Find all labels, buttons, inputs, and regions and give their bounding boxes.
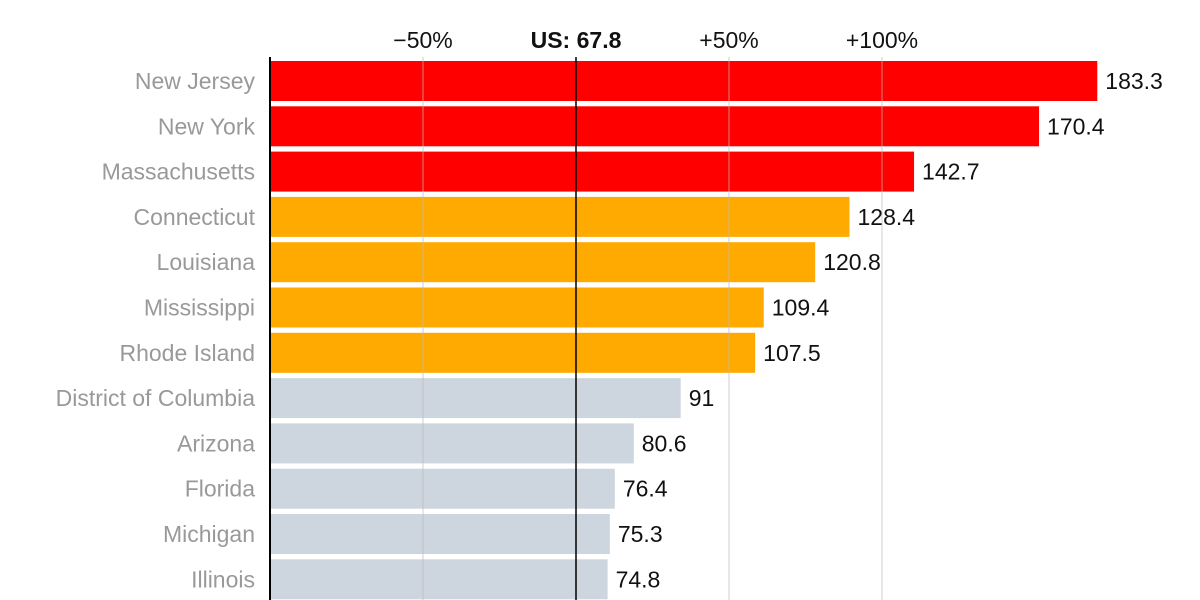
value-label: 91 <box>689 385 715 411</box>
category-label: Florida <box>185 476 256 502</box>
category-label: Mississippi <box>144 295 255 321</box>
category-label: New York <box>158 113 256 139</box>
bar <box>270 106 1040 147</box>
value-label: 109.4 <box>772 295 830 321</box>
bar <box>270 468 615 509</box>
value-label: 120.8 <box>823 249 881 275</box>
tick-label: +50% <box>699 27 758 53</box>
category-label: Illinois <box>191 566 255 592</box>
bar <box>270 423 634 464</box>
value-label: 183.3 <box>1105 68 1163 94</box>
category-label: Massachusetts <box>102 159 255 185</box>
category-label: Arizona <box>177 430 255 456</box>
bar <box>270 378 681 419</box>
category-label: New Jersey <box>135 68 256 94</box>
value-label: 142.7 <box>922 159 980 185</box>
value-label: 75.3 <box>618 521 663 547</box>
bar <box>270 242 816 283</box>
bar <box>270 151 915 192</box>
bar <box>270 559 608 600</box>
value-label: 74.8 <box>616 566 661 592</box>
category-label: District of Columbia <box>56 385 256 411</box>
category-label: Rhode Island <box>119 340 255 366</box>
tick-label: −50% <box>393 27 452 53</box>
value-label: 76.4 <box>623 476 668 502</box>
bar <box>270 514 610 554</box>
value-label: 80.6 <box>642 430 687 456</box>
category-label: Louisiana <box>157 249 256 275</box>
bar <box>270 61 1098 101</box>
bar <box>270 287 764 328</box>
value-label: 128.4 <box>858 204 916 230</box>
category-label: Michigan <box>163 521 255 547</box>
us-reference-label: US: 67.8 <box>531 27 622 53</box>
category-label: Connecticut <box>134 204 256 230</box>
bar <box>270 196 850 237</box>
value-label: 170.4 <box>1047 113 1105 139</box>
value-label: 107.5 <box>763 340 821 366</box>
tick-label: +100% <box>846 27 918 53</box>
bar <box>270 332 756 373</box>
